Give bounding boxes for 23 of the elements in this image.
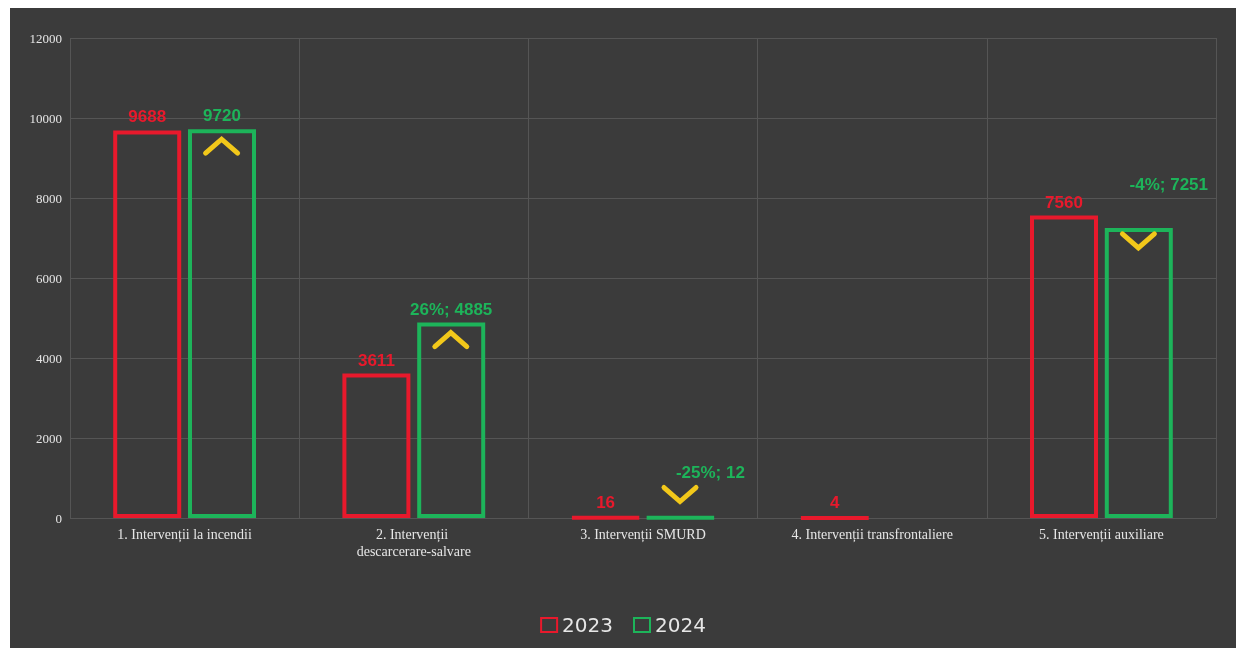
data-label: 9688 [128,107,167,127]
y-tick-label: 2000 [36,430,62,446]
y-tick-label: 8000 [36,190,62,206]
y-tick-label: 10000 [29,110,62,126]
y-tick-label: 4000 [36,350,62,366]
data-label: 26%; 4885 [410,299,493,319]
data-label: 4 [830,492,841,512]
data-label: 3611 [357,350,395,370]
legend-label: 2024 [655,613,706,637]
x-tick-label: 1. Intervenții la incendii [117,527,252,543]
y-tick-label: 0 [55,510,62,526]
data-label: 7560 [1045,192,1083,212]
legend-label: 2023 [562,613,614,637]
data-label: 9720 [203,106,241,126]
y-tick-label: 12000 [29,30,62,46]
data-label: -4%; 7251 [1129,174,1209,194]
y-tick-label: 6000 [36,270,62,286]
x-tick-label: 3. Intervenții SMURD [580,527,706,543]
data-label: 16 [596,492,616,512]
data-label: -25%; 12 [675,462,745,482]
x-tick-label: 2. Intervenții descarcerare-salvare [356,527,471,559]
x-tick-label: 5. Intervenții auxiliare [1039,527,1164,543]
x-tick-label: 4. Intervenții transfrontaliere [791,527,953,543]
